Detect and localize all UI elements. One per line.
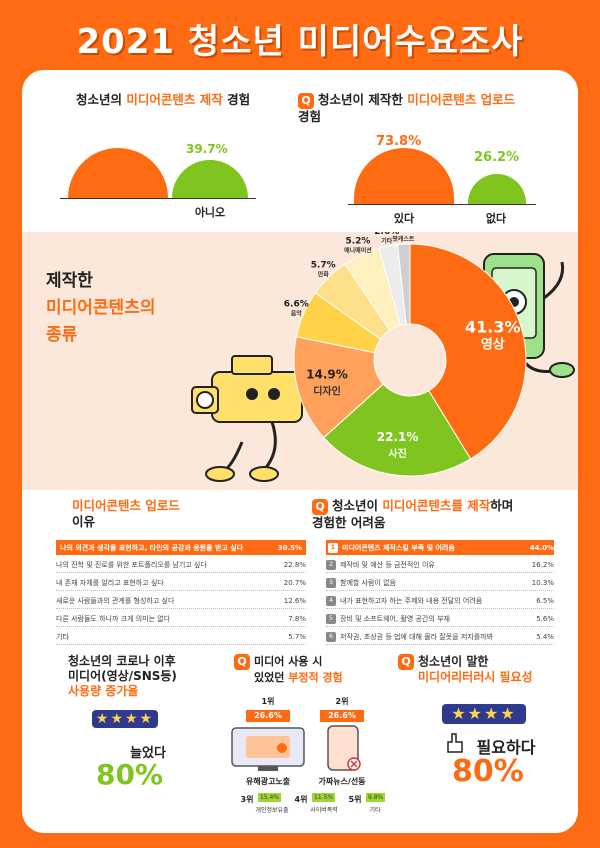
literacy-star-rating-icon: ★★★★ bbox=[442, 704, 526, 724]
camera-mascot-icon bbox=[191, 355, 303, 482]
rank4-label: 4위 bbox=[294, 795, 308, 804]
pie-slice-사진 bbox=[323, 383, 472, 477]
covid-answer: 늘었다 bbox=[130, 746, 166, 761]
pie-slice-label: 음악 bbox=[291, 310, 303, 318]
production-title: 청소년의 미디어콘텐츠 제작 경험 bbox=[76, 92, 251, 107]
rank4-pct-badge: 11.5% bbox=[312, 793, 336, 802]
reason-row: 나의 진학 및 진로를 위한 포트폴리오를 남기고 싶다 22.8% bbox=[56, 558, 306, 573]
content-types-card: 제작한 미디어콘텐츠의 종류 41.3% 영상 22.1% bbox=[22, 232, 578, 490]
difficulty-row: 6 저작권, 초상권 등 법에 대해 몰라 잘못을 저지를까봐 5.4% bbox=[326, 630, 554, 645]
upload-yes-pct: 73.8% bbox=[376, 134, 422, 149]
pie-slice-value: 41.3% bbox=[465, 318, 521, 337]
pie-slice-label: 팟캐스트 bbox=[392, 235, 415, 243]
rank2-item: 가짜뉴스/선동 bbox=[318, 777, 366, 786]
rank3-item: 개인정보유출 bbox=[255, 807, 289, 814]
production-baseline bbox=[60, 198, 256, 199]
rank2-pct-badge: 26.6% bbox=[320, 710, 364, 722]
difficulty-row: 5 장비 및 소프트웨어, 촬영 공간의 부재 5.6% bbox=[326, 612, 554, 627]
production-no-label: 아니오 bbox=[194, 206, 226, 219]
pie-slice-label: 만화 bbox=[318, 270, 330, 278]
difficulty-row: 4 내가 표현하고자 하는 주제와 내용 전달의 어려움 6.5% bbox=[326, 594, 554, 609]
pie-slice-label: 기타 bbox=[381, 237, 393, 245]
rank3-label: 3위 bbox=[240, 795, 254, 804]
pie-slice-value: 22.1% bbox=[377, 430, 419, 444]
production-yes-semicircle bbox=[68, 148, 168, 198]
rank1-pct-badge: 26.6% bbox=[246, 710, 290, 722]
rank5-label: 5위 bbox=[348, 795, 362, 804]
production-no-semicircle bbox=[172, 160, 248, 198]
q-icon: Q bbox=[398, 654, 414, 670]
reasons-title: 미디어콘텐츠 업로드 이유 bbox=[72, 498, 180, 529]
upload-title: Q 청소년이 제작한 미디어콘텐츠 업로드 경험 bbox=[298, 92, 516, 124]
reason-row: 새로운 사람들과의 관계를 형성하고 싶다 12.6% bbox=[56, 594, 306, 609]
upload-no-pct: 26.2% bbox=[474, 150, 520, 165]
reason-row: 다른 사람들도 하니까 크게 의미는 없다 7.8% bbox=[56, 612, 306, 627]
upload-yes-semicircle bbox=[354, 148, 454, 204]
difficulty-row: 3 함께할 사람이 없음 10.3% bbox=[326, 576, 554, 591]
pie-slice-value: 5.7% bbox=[311, 260, 336, 270]
pie-slice-value: 2.6% bbox=[374, 232, 399, 237]
upload-yes-label: 있다 bbox=[393, 212, 415, 225]
pie-slice-value: 6.6% bbox=[284, 300, 309, 310]
content-types-pie-chart: 41.3%영상 22.1% 사진 14.9% 디자인 6.6%음악 5.7%만화 5.2%애니… bbox=[284, 232, 527, 477]
rank3-pct-badge: 15.4% bbox=[258, 793, 282, 802]
difficulty-row: 2 제작비 및 예산 등 금전적인 이유 16.2% bbox=[326, 558, 554, 573]
phone-fake-news-icon bbox=[327, 725, 361, 771]
covid-title: 청소년의 코로나 이후 미디어(영상/SNS등) 사용량 증가율 bbox=[68, 654, 177, 698]
pie-slice-label: 영상 bbox=[481, 338, 505, 353]
upload-no-label: 없다 bbox=[485, 212, 507, 225]
covid-pct: 80% bbox=[96, 758, 164, 791]
upload-baseline bbox=[348, 204, 536, 205]
upload-no-semicircle bbox=[468, 174, 526, 204]
types-title: 제작한 미디어콘텐츠의 종류 bbox=[46, 271, 156, 345]
rank5-pct-badge: 9.8% bbox=[366, 793, 386, 802]
rank1-item: 유해광고노출 bbox=[245, 777, 291, 786]
bottom-card: 미디어콘텐츠 업로드 이유 나의 의견과 생각을 표현하고, 타인의 공감과 응원… bbox=[22, 490, 578, 833]
pie-slice-label: 디자인 bbox=[313, 385, 341, 398]
reason-row: 내 존재 자체를 알리고 표현하고 싶다 20.7% bbox=[56, 576, 306, 591]
rank2-label: 2위 bbox=[335, 697, 349, 706]
rank1-label: 1위 bbox=[261, 697, 275, 706]
q-icon: Q bbox=[312, 498, 328, 515]
literacy-title: Q 청소년이 말한 미디어리터러시 필요성 bbox=[398, 654, 533, 685]
pie-slice-value: 5.2% bbox=[345, 236, 370, 246]
page-title: 2021 청소년 미디어수요조사 bbox=[76, 22, 524, 62]
difficulties-title: Q 청소년이 미디어콘텐츠를 제작하며 경험한 어려움 bbox=[312, 498, 514, 530]
reason-row: 나의 의견과 생각을 표현하고, 타인의 공감과 응원을 받고 싶다 30.5% bbox=[56, 540, 306, 555]
pie-slice-label: 애니메이션 bbox=[344, 246, 372, 254]
monitor-ad-icon bbox=[231, 727, 305, 771]
pie-slice-디자인 bbox=[293, 336, 384, 439]
negative-title: Q 미디어 사용 시 있었던 부정적 경험 bbox=[234, 654, 343, 685]
pie-slice-팟캐스트 bbox=[397, 243, 411, 325]
pie-slice-label: 사진 bbox=[388, 447, 406, 460]
literacy-pct: 80% bbox=[452, 754, 524, 789]
reasons-list: 나의 의견과 생각을 표현하고, 타인의 공감과 응원을 받고 싶다 30.5% … bbox=[56, 540, 306, 650]
production-no-pct: 39.7% bbox=[186, 142, 228, 156]
q-icon: Q bbox=[234, 654, 250, 670]
pie-slice-영상 bbox=[409, 243, 527, 460]
reason-row: 기타 5.7% bbox=[56, 630, 306, 645]
rank4-item: 사이버폭력 bbox=[310, 807, 338, 814]
covid-star-rating-icon: ★★★★ bbox=[92, 710, 158, 728]
top-card: 청소년의 미디어콘텐츠 제작 경험 39.7% 아니오 Q 청소년이 제작한 미디… bbox=[22, 70, 578, 232]
pie-slice-value: 14.9% bbox=[306, 368, 348, 382]
literacy-answer: 필요하다 bbox=[476, 738, 536, 757]
rank5-item: 기타 bbox=[369, 807, 381, 814]
difficulty-row: 1 미디어콘텐츠 제작스킬 부족 및 어려움 44.0% bbox=[326, 540, 554, 555]
difficulties-list: 1 미디어콘텐츠 제작스킬 부족 및 어려움 44.0% 2 제작비 및 예산 등 금… bbox=[326, 540, 554, 650]
hand-point-icon bbox=[447, 733, 463, 753]
q-icon: Q bbox=[298, 92, 314, 109]
pie-slice-value: 1.7% bbox=[391, 232, 416, 235]
